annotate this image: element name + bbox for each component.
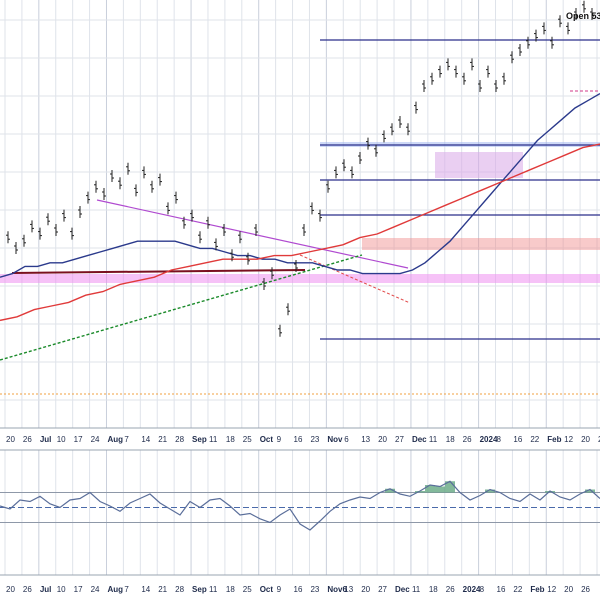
x-tick-label-bottom: 16: [294, 585, 303, 594]
x-tick-label: 13: [361, 435, 370, 444]
ma-long-line: [0, 143, 600, 322]
x-tick-label-bottom: 27: [378, 585, 387, 594]
x-tick-label-bottom: 11: [209, 585, 218, 594]
horizontal-levels: [0, 39, 600, 395]
x-tick-label-bottom: 12: [547, 585, 556, 594]
oscillator-line: [0, 480, 600, 531]
x-tick-label: 16: [513, 435, 522, 444]
x-tick-label-bottom: 10: [57, 585, 66, 594]
x-tick-label: Jul: [40, 435, 52, 444]
x-tick-label: 20: [378, 435, 387, 444]
dashed-trendline: [299, 254, 411, 304]
x-tick-label-bottom: 24: [91, 585, 100, 594]
x-tick-label-bottom: 26: [23, 585, 32, 594]
x-tick-label: 18: [226, 435, 235, 444]
trendlines: [0, 199, 411, 361]
x-tick-label: 25: [243, 435, 252, 444]
x-tick-label: 27: [395, 435, 404, 444]
x-tick-label: 2024: [480, 435, 498, 444]
x-tick-label: 9: [277, 435, 282, 444]
open-label: Open 53: [566, 11, 600, 21]
x-tick-label: 22: [530, 435, 539, 444]
x-tick-label-bottom: 18: [226, 585, 235, 594]
osc-overbought-fill: [445, 481, 455, 493]
x-tick-label-bottom: 21: [158, 585, 167, 594]
x-tick-label-bottom: Feb: [530, 585, 544, 594]
x-tick-label-bottom: 23: [310, 585, 319, 594]
x-tick-label: 28: [175, 435, 184, 444]
x-tick-label-bottom: 22: [513, 585, 522, 594]
x-tick-label-bottom: 20: [361, 585, 370, 594]
x-tick-label: 20: [581, 435, 590, 444]
x-tick-label: 11: [209, 435, 218, 444]
x-tick-label: Dec: [412, 435, 427, 444]
x-tick-label-bottom: 26: [446, 585, 455, 594]
x-tick-label-bottom: Sep: [192, 585, 207, 594]
x-tick-label-bottom: 16: [497, 585, 506, 594]
x-tick-label-bottom: 20: [564, 585, 573, 594]
x-tick-label: Feb: [547, 435, 561, 444]
x-tick-label: 20: [6, 435, 15, 444]
x-tick-label-bottom: 2024: [463, 585, 481, 594]
x-tick-label: 14: [141, 435, 150, 444]
x-tick-label: Nov: [327, 435, 343, 444]
moving-averages: [0, 92, 600, 322]
x-tick-label-bottom: 25: [243, 585, 252, 594]
resistance-zone: [362, 238, 600, 250]
x-tick-label: 12: [564, 435, 573, 444]
x-tick-label: 18: [446, 435, 455, 444]
x-tick-label: Aug: [107, 435, 123, 444]
osc-overbought-fill: [385, 488, 395, 493]
x-tick-label-bottom: 28: [175, 585, 184, 594]
x-tick-label-bottom: 18: [429, 585, 438, 594]
support-zone: [0, 274, 600, 283]
horizontal-trendline: [11, 269, 306, 274]
x-tick-label-bottom: Aug: [107, 585, 123, 594]
x-tick-label: 26: [23, 435, 32, 444]
x-tick-label: 26: [463, 435, 472, 444]
x-tick-label: 7: [124, 435, 129, 444]
x-tick-label-bottom: 20: [6, 585, 15, 594]
osc-overbought-fill: [485, 489, 495, 493]
grid: [0, 0, 600, 576]
x-tick-label-bottom: 11: [412, 585, 421, 594]
osc-overbought-fill: [425, 485, 435, 493]
x-tick-label-bottom: 14: [141, 585, 150, 594]
x-axis: 20 26 Jul 10 17 24 Aug 7 14 21 28 Sep 11 18 25 Oct 9 16 23…: [6, 435, 600, 594]
x-tick-label: 26: [598, 435, 600, 444]
x-tick-label-bottom: Nov6: [327, 585, 347, 594]
oscillator-panel: [0, 480, 600, 531]
x-tick-label-bottom: Oct: [260, 585, 274, 594]
x-tick-label-bottom: 17: [74, 585, 83, 594]
x-tick-label: 16: [294, 435, 303, 444]
osc-overbought-fill: [435, 486, 445, 493]
x-tick-label: Oct: [260, 435, 274, 444]
osc-overbought-fill: [585, 489, 595, 493]
x-tick-label-bottom: Jul: [40, 585, 52, 594]
x-tick-label-bottom: 9: [277, 585, 282, 594]
osc-overbought-fill: [415, 491, 425, 493]
x-tick-label-bottom: 7: [124, 585, 129, 594]
x-tick-label: 17: [74, 435, 83, 444]
x-tick-label-bottom: 13: [344, 585, 353, 594]
price-bars: [6, 0, 594, 337]
x-tick-label: 6: [344, 435, 349, 444]
x-tick-label: 11: [429, 435, 438, 444]
x-tick-label: 10: [57, 435, 66, 444]
x-tick-label: 8: [497, 435, 502, 444]
x-tick-label: 24: [91, 435, 100, 444]
x-tick-label: Sep: [192, 435, 207, 444]
x-tick-label: 23: [310, 435, 319, 444]
consolidation-zone: [435, 152, 523, 178]
rising-support-trendline: [0, 254, 363, 361]
x-tick-label: 21: [158, 435, 167, 444]
x-tick-label-bottom: 26: [581, 585, 590, 594]
x-tick-label-bottom: Dec: [395, 585, 410, 594]
ma-short-line: [0, 92, 600, 278]
x-tick-label-bottom: 8: [480, 585, 485, 594]
